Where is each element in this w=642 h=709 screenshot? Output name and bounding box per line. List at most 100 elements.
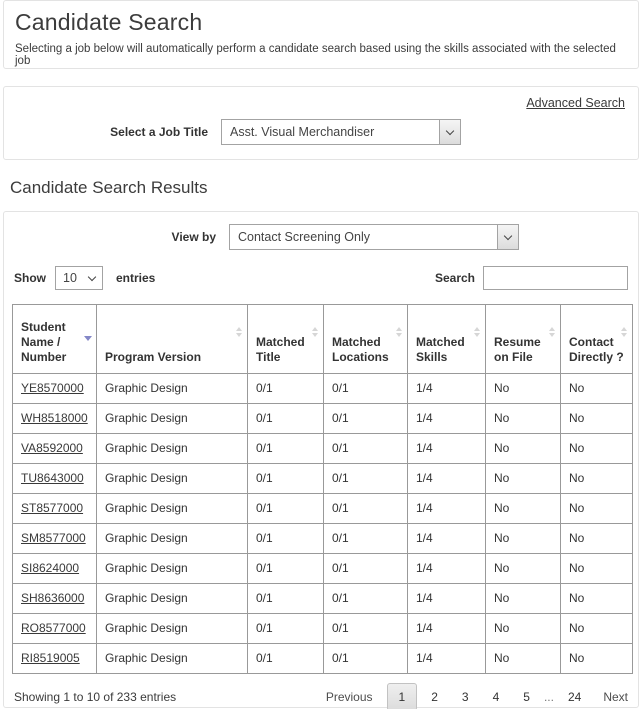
results-heading: Candidate Search Results — [10, 178, 208, 197]
show-entries-select[interactable]: 10 — [55, 266, 103, 290]
col-header-matched_title[interactable]: Matched Title — [247, 304, 324, 374]
cell-matched_locations: 0/1 — [323, 493, 408, 524]
pagination-page[interactable]: 24 — [567, 690, 582, 704]
cell-number: SH8636000 — [12, 583, 97, 614]
student-link[interactable]: RO8577000 — [21, 621, 86, 635]
cell-matched_skills: 1/4 — [407, 463, 486, 494]
pagination-page[interactable]: 4 — [492, 690, 500, 704]
cell-contact_directly: No — [560, 643, 633, 674]
table-row: YE8570000 Graphic Design 0/1 0/1 1/4 No No — [12, 373, 633, 404]
chevron-down-icon — [445, 126, 455, 135]
pagination-page[interactable]: 1 — [386, 683, 418, 709]
student-link[interactable]: SI8624000 — [21, 561, 80, 575]
table-row: WH8518000 Graphic Design 0/1 0/1 1/4 No No — [12, 403, 633, 434]
cell-matched_skills: 1/4 — [407, 523, 486, 554]
cell-resume_on_file: No — [485, 493, 561, 524]
cell-number: VA8592000 — [12, 433, 97, 464]
cell-matched_title: 0/1 — [247, 463, 324, 494]
student-link[interactable]: YE8570000 — [21, 381, 84, 395]
cell-contact_directly: No — [560, 403, 633, 434]
show-label: Show — [14, 271, 46, 285]
col-header-program[interactable]: Program Version — [96, 304, 248, 374]
col-header-label: Resume on File — [494, 335, 541, 364]
view-by-label: View by — [171, 230, 216, 244]
table-body: YE8570000 Graphic Design 0/1 0/1 1/4 No No WH85… — [12, 373, 633, 674]
cell-resume_on_file: No — [485, 523, 561, 554]
pagination-ellipsis: ... — [543, 690, 554, 704]
col-header-label: Student Name / Number — [21, 320, 67, 364]
col-header-contact_directly[interactable]: Contact Directly ? — [560, 304, 633, 374]
pagination: Previous 1 2 3 4 5... 24 Next — [326, 683, 628, 709]
table-row: VA8592000 Graphic Design 0/1 0/1 1/4 No No — [12, 433, 633, 464]
pagination-page[interactable]: 5 — [523, 690, 530, 704]
student-link[interactable]: SM8577000 — [21, 531, 86, 545]
cell-program: Graphic Design — [96, 433, 248, 464]
cell-program: Graphic Design — [96, 613, 248, 644]
cell-matched_skills: 1/4 — [407, 373, 486, 404]
results-panel: View by Contact Screening Only Show 10 e… — [3, 211, 639, 709]
cell-matched_title: 0/1 — [247, 583, 324, 614]
select-dropdown-button[interactable] — [439, 120, 460, 144]
cell-contact_directly: No — [560, 583, 633, 614]
col-header-matched_locations[interactable]: Matched Locations — [323, 304, 408, 374]
table-row: SH8636000 Graphic Design 0/1 0/1 1/4 No No — [12, 583, 633, 614]
cell-matched_skills: 1/4 — [407, 433, 486, 464]
cell-program: Graphic Design — [96, 493, 248, 524]
sort-both-icon — [474, 327, 481, 337]
student-link[interactable]: SH8636000 — [21, 591, 85, 605]
student-link[interactable]: VA8592000 — [21, 441, 83, 455]
search-input[interactable] — [483, 266, 628, 290]
sort-desc-icon — [84, 336, 92, 341]
cell-matched_title: 0/1 — [247, 523, 324, 554]
cell-matched_locations: 0/1 — [323, 373, 408, 404]
pagination-previous[interactable]: Previous — [325, 690, 373, 704]
col-header-number[interactable]: Student Name / Number — [12, 304, 97, 374]
table-row: SI8624000 Graphic Design 0/1 0/1 1/4 No No — [12, 553, 633, 584]
sort-both-icon — [621, 327, 628, 337]
col-header-matched_skills[interactable]: Matched Skills — [407, 304, 486, 374]
table-row: RI8519005 Graphic Design 0/1 0/1 1/4 No No — [12, 643, 633, 674]
show-entries-value: 10 — [63, 271, 77, 285]
cell-matched_locations: 0/1 — [323, 463, 408, 494]
student-link[interactable]: WH8518000 — [21, 411, 88, 425]
student-link[interactable]: ST8577000 — [21, 501, 84, 515]
cell-matched_skills: 1/4 — [407, 643, 486, 674]
cell-matched_locations: 0/1 — [323, 613, 408, 644]
cell-matched_title: 0/1 — [247, 553, 324, 584]
select-dropdown-button[interactable] — [497, 225, 518, 249]
job-title-select[interactable]: Asst. Visual Merchandiser — [221, 119, 461, 145]
job-title-select-value: Asst. Visual Merchandiser — [230, 125, 375, 139]
cell-resume_on_file: No — [485, 403, 561, 434]
job-title-label: Select a Job Title — [110, 125, 208, 139]
col-header-resume_on_file[interactable]: Resume on File — [485, 304, 561, 374]
cell-number: ST8577000 — [12, 493, 97, 524]
cell-matched_skills: 1/4 — [407, 583, 486, 614]
col-header-label: Contact Directly ? — [569, 335, 624, 364]
page-subtitle: Selecting a job below will automatically… — [15, 43, 616, 67]
cell-resume_on_file: No — [485, 553, 561, 584]
cell-resume_on_file: No — [485, 433, 561, 464]
cell-number: SI8624000 — [12, 553, 97, 584]
cell-matched_title: 0/1 — [247, 493, 324, 524]
cell-contact_directly: No — [560, 463, 633, 494]
cell-matched_title: 0/1 — [247, 403, 324, 434]
advanced-search-link[interactable]: Advanced Search — [526, 96, 625, 110]
sort-both-icon — [236, 327, 243, 337]
student-link[interactable]: TU8643000 — [21, 471, 84, 485]
cell-matched_locations: 0/1 — [323, 553, 408, 584]
cell-contact_directly: No — [560, 553, 633, 584]
pagination-page[interactable]: 2 — [431, 690, 438, 704]
view-by-select[interactable]: Contact Screening Only — [229, 224, 519, 250]
pagination-next[interactable]: Next — [603, 690, 628, 704]
cell-contact_directly: No — [560, 523, 633, 554]
cell-matched_title: 0/1 — [247, 373, 324, 404]
results-table: Student Name / Number Program Version Matc… — [12, 304, 633, 674]
showing-entries-text: Showing 1 to 10 of 233 entries — [14, 690, 177, 704]
table-row: RO8577000 Graphic Design 0/1 0/1 1/4 No No — [12, 613, 633, 644]
cell-matched_skills: 1/4 — [407, 493, 486, 524]
cell-resume_on_file: No — [485, 643, 561, 674]
pagination-page[interactable]: 3 — [461, 690, 469, 704]
cell-matched_title: 0/1 — [247, 613, 324, 644]
student-link[interactable]: RI8519005 — [21, 651, 80, 665]
cell-matched_skills: 1/4 — [407, 613, 486, 644]
